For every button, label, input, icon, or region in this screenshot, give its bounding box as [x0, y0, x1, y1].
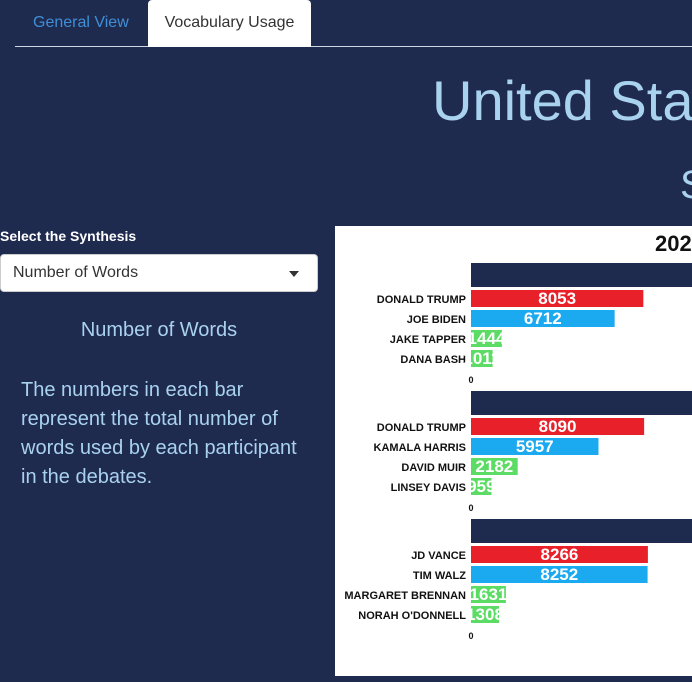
chart-value-label: 1308 — [466, 605, 504, 624]
chart-category-label: KAMALA HARRIS — [374, 442, 466, 454]
tab-bar: General View Vocabulary Usage — [15, 0, 692, 47]
synthesis-select-label: Select the Synthesis — [0, 228, 137, 244]
synthesis-select-value: Number of Words — [13, 264, 139, 281]
chart-bar — [471, 330, 502, 347]
chart-category-label: DONALD TRUMP — [377, 294, 466, 306]
chart-category-label: LINSEY DAVIS — [391, 482, 466, 494]
chart-bar — [471, 586, 506, 603]
chart-axis-zero-label: 0 — [468, 503, 473, 513]
chart-category-label: JAKE TAPPER — [390, 334, 466, 346]
chart-value-label: 8252 — [540, 565, 578, 584]
caret-down-icon[interactable] — [289, 271, 299, 277]
words-chart: 202 DONALD TRUMP 8053 JOE BIDEN 6712 JAKE TAP… — [335, 226, 692, 676]
chart-value-label: 2182 — [475, 457, 513, 476]
words-chart-svg: 202 DONALD TRUMP 8053 JOE BIDEN 6712 JAKE TAP… — [344, 231, 692, 641]
chart-value-label: 5957 — [516, 437, 554, 456]
chart-axis-zero-label: 0 — [468, 631, 473, 641]
chart-bar — [471, 290, 644, 307]
chart-title: 202 — [655, 231, 692, 256]
chart-panel-header — [471, 263, 692, 287]
chart-bar — [471, 478, 492, 495]
chart-value-label: 959 — [467, 477, 495, 496]
chart-category-label: DANA BASH — [400, 354, 466, 366]
chart-category-label: TIM WALZ — [413, 570, 466, 582]
chart-value-label: 1011 — [463, 349, 500, 368]
synthesis-select[interactable]: Number of Words — [0, 254, 318, 292]
page-title: United Sta — [432, 69, 692, 132]
chart-category-label: JOE BIDEN — [407, 314, 466, 326]
chart-bar — [471, 606, 499, 623]
chart-category-label: NORAH O'DONNELL — [358, 610, 466, 622]
page-subtitle: S — [680, 163, 692, 208]
chart-bar — [471, 350, 493, 367]
chart-bar — [471, 458, 518, 475]
tab-general-view[interactable]: General View — [33, 14, 129, 31]
chart-value-label: 6712 — [524, 309, 562, 328]
chart-value-label: 8090 — [539, 417, 577, 436]
chart-bar — [471, 310, 615, 327]
tab-vocabulary-usage[interactable]: Vocabulary Usage — [148, 0, 311, 47]
chart-category-label: MARGARET BRENNAN — [344, 590, 466, 602]
chart-value-label: 1444 — [468, 329, 506, 348]
chart-bar — [471, 438, 599, 455]
chart-bar — [471, 566, 648, 583]
chart-category-label: JD VANCE — [411, 550, 466, 562]
chart-axis-zero-label: 0 — [468, 375, 473, 385]
synthesis-description: The numbers in each bar represent the to… — [21, 379, 297, 488]
chart-value-label: 1631 — [470, 585, 508, 604]
chart-bar — [471, 418, 645, 435]
chart-panel-header — [471, 519, 692, 543]
chart-panel-header — [471, 391, 692, 415]
synthesis-heading: Number of Words — [80, 319, 238, 341]
chart-value-label: 8266 — [541, 545, 579, 564]
chart-bar — [471, 546, 648, 563]
chart-category-label: DAVID MUIR — [401, 462, 466, 474]
chart-category-label: DONALD TRUMP — [377, 422, 466, 434]
chart-value-label: 8053 — [538, 289, 576, 308]
